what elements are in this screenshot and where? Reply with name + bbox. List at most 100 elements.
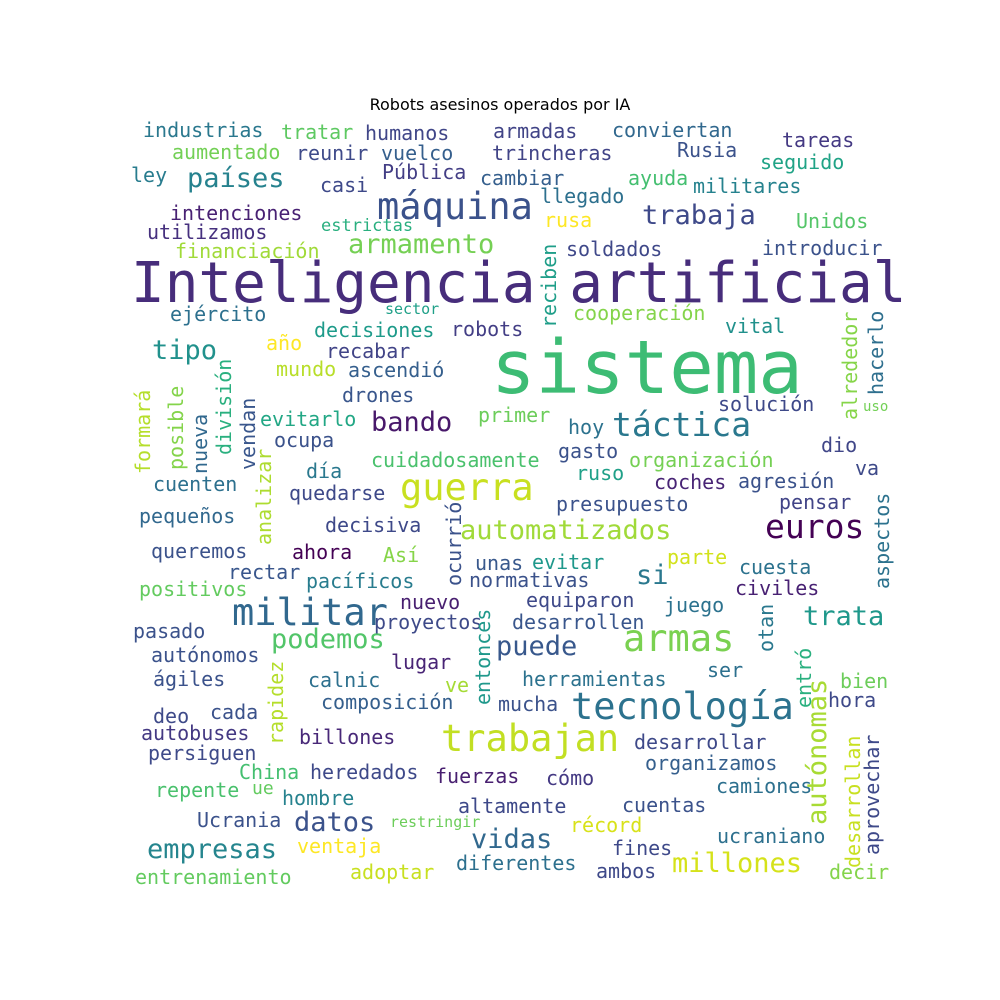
word-deo: deo (153, 704, 190, 728)
word-tratar: tratar (281, 120, 354, 144)
word-normativas: normativas (469, 568, 590, 592)
word-posible: posible (164, 385, 188, 470)
word-dio: dio (821, 433, 858, 457)
word-ocupa: ocupa (274, 428, 335, 452)
word-cuentas: cuentas (622, 793, 707, 817)
word-persiguen: persiguen (148, 741, 257, 765)
word-fines: fines (612, 836, 673, 860)
word-uso: uso (863, 399, 889, 415)
word-militar: militar (232, 591, 388, 634)
word-evitarlo: evitarlo (260, 407, 357, 431)
word-analizar: analizar (252, 448, 276, 545)
word-trata: trata (803, 601, 885, 632)
word-vuelco: vuelco (381, 141, 454, 165)
word-cada: cada (210, 700, 259, 724)
word-drones: drones (342, 383, 415, 407)
word-unidos: Unidos (796, 209, 869, 233)
word-restringir: restringir (390, 813, 481, 831)
word-cuidadosamente: cuidadosamente (371, 448, 540, 472)
word-industrias: industrias (143, 118, 264, 142)
word-ue: ue (252, 778, 274, 799)
word-seguido: seguido (760, 150, 845, 174)
word-vital: vital (725, 314, 786, 338)
word-humanos: humanos (365, 121, 450, 145)
word-desarrollar: desarrollar (634, 730, 767, 754)
word-rusa: rusa (544, 208, 593, 232)
word-record: récord (570, 813, 643, 837)
word-maquina: máquina (377, 185, 533, 228)
word-ser: ser (707, 658, 744, 682)
word-altamente: altamente (458, 794, 567, 818)
word-aumentado: aumentado (172, 140, 281, 164)
word-dia: día (306, 459, 343, 483)
word-paises: países (187, 163, 285, 194)
word-fuerzas: fuerzas (435, 764, 520, 788)
word-pensar: pensar (779, 490, 852, 514)
word-diferentes: diferentes (456, 851, 577, 875)
word-cuenten: cuenten (153, 472, 238, 496)
word-ucraniano: ucraniano (717, 824, 826, 848)
word-organizamos: organizamos (645, 751, 778, 775)
word-conviertan: conviertan (612, 118, 733, 142)
word-euros: euros (765, 507, 865, 546)
word-pequenos: pequeños (139, 504, 236, 528)
word-agresion: agresión (738, 469, 835, 493)
word-podemos: podemos (271, 624, 385, 655)
word-financiacion: financiación (175, 239, 320, 263)
word-evitar: evitar (532, 550, 605, 574)
word-armadas: armadas (493, 119, 578, 143)
word-soldados: soldados (566, 237, 663, 261)
word-ve: ve (445, 673, 470, 697)
word-herramientas: herramientas (522, 667, 667, 691)
word-introducir: introducir (762, 236, 883, 260)
word-vidas: vidas (471, 824, 553, 855)
word-reunir: reunir (296, 141, 369, 165)
word-ambos: ambos (596, 859, 657, 883)
word-robots: robots (451, 317, 524, 341)
word-decisiva: decisiva (325, 513, 422, 537)
word-armas: armas (623, 617, 735, 660)
word-casi: casi (320, 173, 369, 197)
word-mucha: mucha (498, 692, 559, 716)
word-rusia: Rusia (677, 138, 738, 162)
word-ucrania: Ucrania (197, 808, 282, 832)
word-hora: hora (828, 688, 877, 712)
word-desarrollen: desarrollen (512, 610, 645, 634)
word-nuevo: nuevo (400, 590, 461, 614)
word-mundo: mundo (276, 357, 337, 381)
word-millones: millones (672, 848, 803, 879)
word-armamento: armamento (348, 229, 495, 260)
word-heredados: heredados (310, 760, 419, 784)
word-tactica: táctica (612, 405, 752, 444)
word-autonomos: autónomos (151, 643, 260, 667)
word-trincheras: trincheras (492, 141, 613, 165)
word-rectar: rectar (228, 560, 301, 584)
word-ejercito: ejército (170, 302, 267, 326)
word-decir: decir (829, 860, 890, 884)
word-tipo: tipo (152, 335, 218, 366)
word-parte: parte (667, 545, 728, 569)
word-puede: puede (496, 631, 578, 662)
word-adoptar: adoptar (350, 860, 435, 884)
word-organizacion: organización (629, 448, 774, 472)
word-entro: entró (792, 647, 816, 708)
word-guerra: guerra (400, 466, 534, 509)
word-formara: formará (131, 389, 155, 474)
word-ventaja: ventaja (297, 834, 382, 858)
word-hoy: hoy (568, 415, 605, 439)
word-trabajan: trabajan (441, 717, 620, 760)
word-civiles: civiles (735, 576, 820, 600)
word-sistema: sistema (491, 325, 803, 411)
word-asi: Así (383, 543, 420, 567)
word-publica: Pública (382, 160, 467, 184)
word-aspectos: aspectos (870, 492, 894, 589)
word-ascendio: ascendió (348, 358, 445, 382)
word-utilizamos: utilizamos (147, 220, 268, 244)
word-inteligencia-artificial: Inteligencia artificial (131, 251, 907, 316)
word-division: división (212, 358, 236, 455)
chart-title: Robots asesinos operados por IA (369, 95, 631, 114)
word-pacificos: pacíficos (306, 569, 415, 593)
word-agiles: ágiles (153, 667, 226, 691)
word-entonces: entonces (471, 608, 495, 705)
